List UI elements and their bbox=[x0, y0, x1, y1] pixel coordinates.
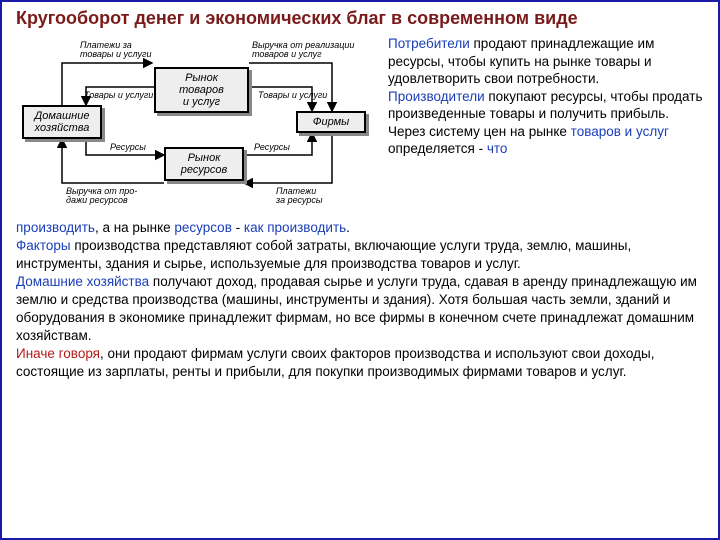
node-goods-market: Рынок товарови услуг bbox=[154, 67, 249, 113]
kw-households: Домашние хозяйства bbox=[16, 274, 149, 289]
aside-text: Потребители продают принадлежащие им рес… bbox=[388, 35, 704, 215]
lbl-pay-res: Платежиза ресурсы bbox=[276, 187, 323, 206]
aside-1c: Через систему цен на рынке bbox=[388, 124, 571, 139]
b-3: производства представляют собой затраты,… bbox=[16, 238, 631, 271]
kw-factors: Факторы bbox=[16, 238, 71, 253]
body-text: производить, а на рынке ресурсов - как п… bbox=[16, 219, 704, 381]
lbl-res-r: Ресурсы bbox=[254, 143, 290, 152]
page: Кругооборот денег и экономических благ в… bbox=[0, 0, 720, 540]
kw-resources: ресурсов bbox=[174, 220, 231, 235]
node-res-market: Рынокресурсов bbox=[164, 147, 244, 181]
kw-goods: товаров и услуг bbox=[571, 124, 669, 139]
kw-producers: Производители bbox=[388, 89, 485, 104]
kw-produce: производить bbox=[16, 220, 95, 235]
lbl-rev-goods: Выручка от реализациитоваров и услуг bbox=[252, 41, 354, 60]
b-2dot: . bbox=[346, 220, 350, 235]
kw-consumers: Потребители bbox=[388, 36, 470, 51]
circular-flow-diagram: Домашниехозяйства Фирмы Рынок товарови у… bbox=[16, 35, 376, 215]
kw-in-other-words: Иначе говоря bbox=[16, 346, 100, 361]
node-households: Домашниехозяйства bbox=[22, 105, 102, 139]
aside-1d: определяется - bbox=[388, 141, 487, 156]
lbl-goods-r: Товары и услуги bbox=[258, 91, 327, 100]
b-dash: - bbox=[232, 220, 244, 235]
kw-how: как производить bbox=[244, 220, 346, 235]
top-row: Домашниехозяйства Фирмы Рынок товарови у… bbox=[16, 35, 704, 215]
lbl-pay-goods: Платежи затовары и услуги bbox=[80, 41, 151, 60]
b-5: , они продают фирмам услуги своих фактор… bbox=[16, 346, 654, 379]
page-title: Кругооборот денег и экономических благ в… bbox=[16, 8, 704, 29]
kw-what: что bbox=[487, 141, 508, 156]
node-firms: Фирмы bbox=[296, 111, 366, 133]
b-2a: , а на рынке bbox=[95, 220, 174, 235]
lbl-rev-res: Выручка от про-дажи ресурсов bbox=[66, 187, 137, 206]
lbl-res-l: Ресурсы bbox=[110, 143, 146, 152]
lbl-goods-l: Товары и услуги bbox=[84, 91, 153, 100]
